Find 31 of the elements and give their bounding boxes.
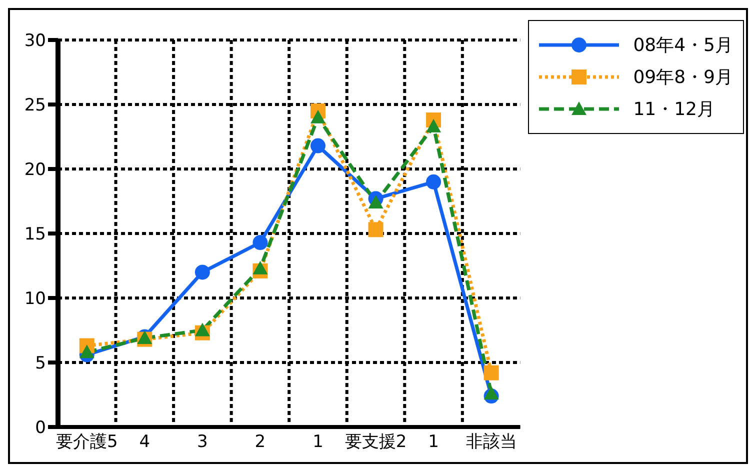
point [368,222,384,238]
y-tick-label: 25 [24,96,46,116]
point [426,174,442,190]
legend-label: 08年4・5月 [633,34,733,57]
x-tick-label: 2 [254,432,266,452]
y-tick-label: 5 [35,354,46,374]
point [194,322,210,336]
x-tick-label: 1 [312,432,324,452]
legend-label: 11・12月 [633,98,715,121]
y-tick-label: 20 [24,160,46,180]
y-tick-label: 10 [24,289,46,310]
y-tick-label: 0 [35,418,46,438]
point [252,235,268,250]
point [310,138,326,154]
x-tick-label: 非該当 [466,432,517,452]
point [310,110,326,124]
x-tick-label: 要支援2 [344,432,407,452]
point [484,386,499,400]
point [252,260,268,274]
y-tick-label: 30 [24,31,46,52]
point [194,264,210,280]
x-tick-label: 3 [197,432,208,452]
x-tick-label: 要介護5 [56,432,118,452]
point [484,365,499,380]
point [368,195,384,209]
point [426,118,442,132]
legend-label: 09年8・9月 [633,66,733,89]
x-tick-label: 1 [428,432,439,452]
y-tick-label: 15 [24,224,46,245]
x-tick-label: 4 [139,432,150,452]
point [79,344,94,358]
